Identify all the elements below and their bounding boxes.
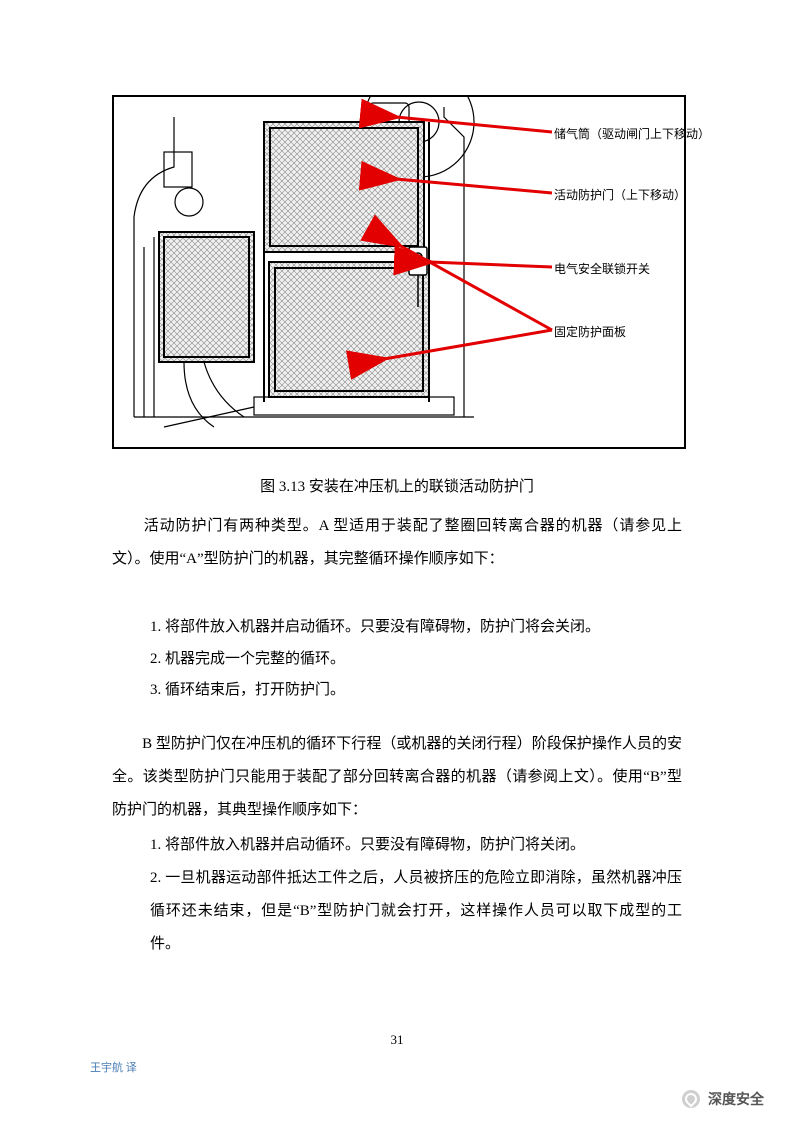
- list-a-item: 1. 将部件放入机器并启动循环。只要没有障碍物，防护门将会关闭。: [150, 612, 682, 644]
- callout-fixed-panel: 固定防护面板: [554, 323, 626, 340]
- figure-frame: 储气筒（驱动闸门上下移动） 活动防护门（上下移动） 电气安全联锁开关 固定防护面…: [112, 95, 686, 449]
- brand-name: 深度安全: [708, 1089, 764, 1109]
- paragraph-a-intro: 活动防护门有两种类型。A 型适用于装配了整圈回转离合器的机器（请参见上文）。使用…: [112, 510, 682, 576]
- list-b-item: 1. 将部件放入机器并启动循环。只要没有障碍物，防护门将关闭。: [150, 830, 682, 862]
- list-a-item: 3. 循环结束后，打开防护门。: [150, 675, 682, 707]
- callout-movable-guard: 活动防护门（上下移动）: [554, 186, 686, 203]
- paragraph-b-intro: B 型防护门仅在冲压机的循环下行程（或机器的关闭行程）阶段保护操作人员的安全。该…: [112, 728, 682, 827]
- page-number: 31: [0, 1032, 794, 1048]
- list-a-item: 2. 机器完成一个完整的循环。: [150, 644, 682, 676]
- figure-caption: 图 3.13 安装在冲压机上的联锁活动防护门: [0, 475, 794, 496]
- list-type-a: 1. 将部件放入机器并启动循环。只要没有障碍物，防护门将会关闭。 2. 机器完成…: [150, 612, 682, 707]
- wechat-icon: [682, 1090, 700, 1108]
- brand-footer: 深度安全: [682, 1089, 764, 1109]
- translator-credit: 王宇航 译: [90, 1059, 137, 1075]
- list-type-b: 1. 将部件放入机器并启动循环。只要没有障碍物，防护门将关闭。 2. 一旦机器运…: [150, 830, 682, 961]
- callout-interlock: 电气安全联锁开关: [554, 260, 650, 277]
- callout-air-cylinder: 储气筒（驱动闸门上下移动）: [554, 125, 710, 142]
- list-b-item: 2. 一旦机器运动部件抵达工件之后，人员被挤压的危险立即消除，虽然机器冲压循环还…: [150, 862, 682, 961]
